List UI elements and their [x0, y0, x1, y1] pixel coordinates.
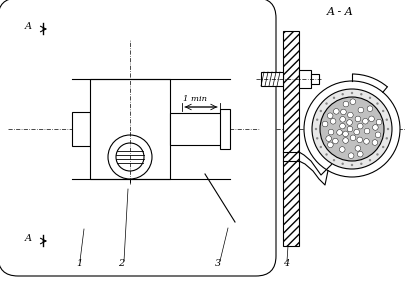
Circle shape — [332, 159, 335, 161]
Circle shape — [332, 138, 337, 144]
Circle shape — [319, 97, 383, 161]
Circle shape — [314, 128, 316, 130]
Circle shape — [341, 93, 343, 95]
Circle shape — [325, 136, 330, 141]
Bar — [260, 72, 282, 86]
Circle shape — [366, 106, 372, 112]
Circle shape — [322, 121, 327, 127]
Text: 1 min: 1 min — [183, 95, 207, 103]
Circle shape — [359, 162, 362, 165]
Circle shape — [372, 125, 377, 130]
Circle shape — [363, 139, 368, 144]
Circle shape — [319, 146, 321, 148]
Circle shape — [315, 137, 318, 139]
Circle shape — [326, 113, 332, 118]
Circle shape — [342, 138, 347, 143]
Circle shape — [356, 137, 362, 143]
Circle shape — [375, 153, 378, 156]
Circle shape — [339, 116, 345, 122]
Circle shape — [116, 143, 144, 171]
Circle shape — [347, 153, 353, 158]
Bar — [220, 109, 230, 149]
Text: A: A — [25, 22, 32, 31]
Circle shape — [342, 131, 347, 137]
Circle shape — [354, 116, 360, 122]
Bar — [170, 113, 224, 145]
Circle shape — [346, 120, 352, 125]
Circle shape — [374, 132, 380, 138]
Circle shape — [350, 92, 352, 94]
Text: A - A: A - A — [326, 7, 352, 17]
Circle shape — [328, 129, 333, 135]
Circle shape — [356, 151, 362, 157]
Circle shape — [303, 81, 399, 177]
Bar — [282, 31, 298, 246]
Circle shape — [350, 135, 355, 141]
Bar — [298, 70, 310, 88]
Circle shape — [362, 118, 367, 124]
Circle shape — [353, 129, 358, 135]
Text: 1: 1 — [76, 259, 82, 268]
Circle shape — [349, 99, 355, 105]
Circle shape — [371, 140, 377, 145]
Circle shape — [354, 146, 360, 151]
Circle shape — [359, 93, 362, 95]
FancyBboxPatch shape — [0, 0, 275, 276]
Circle shape — [385, 137, 387, 139]
Circle shape — [330, 118, 335, 124]
Circle shape — [381, 146, 384, 148]
Circle shape — [347, 112, 352, 118]
Text: 4: 4 — [282, 259, 288, 268]
Circle shape — [333, 108, 338, 114]
Bar — [90, 79, 170, 179]
Circle shape — [375, 119, 381, 125]
Circle shape — [319, 110, 321, 112]
Circle shape — [350, 164, 352, 166]
Circle shape — [339, 147, 344, 152]
Circle shape — [346, 126, 352, 132]
Circle shape — [324, 102, 327, 105]
Circle shape — [315, 118, 318, 121]
Circle shape — [339, 123, 344, 129]
Text: 2: 2 — [118, 259, 124, 268]
Circle shape — [336, 130, 341, 135]
Circle shape — [368, 116, 373, 122]
Circle shape — [375, 102, 378, 105]
Circle shape — [368, 97, 370, 99]
Circle shape — [332, 97, 335, 99]
Circle shape — [368, 159, 370, 161]
Circle shape — [386, 128, 388, 130]
Circle shape — [385, 118, 387, 121]
Circle shape — [324, 153, 327, 156]
Bar — [72, 112, 90, 146]
Text: 3: 3 — [215, 259, 221, 268]
Circle shape — [356, 123, 362, 129]
Circle shape — [311, 89, 391, 169]
Circle shape — [341, 162, 343, 165]
Circle shape — [363, 128, 369, 134]
Circle shape — [381, 110, 384, 112]
Circle shape — [342, 101, 348, 107]
Text: A: A — [25, 234, 32, 243]
Circle shape — [357, 107, 363, 113]
Circle shape — [340, 109, 345, 115]
Bar — [310, 74, 318, 84]
Circle shape — [108, 135, 151, 179]
Circle shape — [327, 142, 333, 148]
